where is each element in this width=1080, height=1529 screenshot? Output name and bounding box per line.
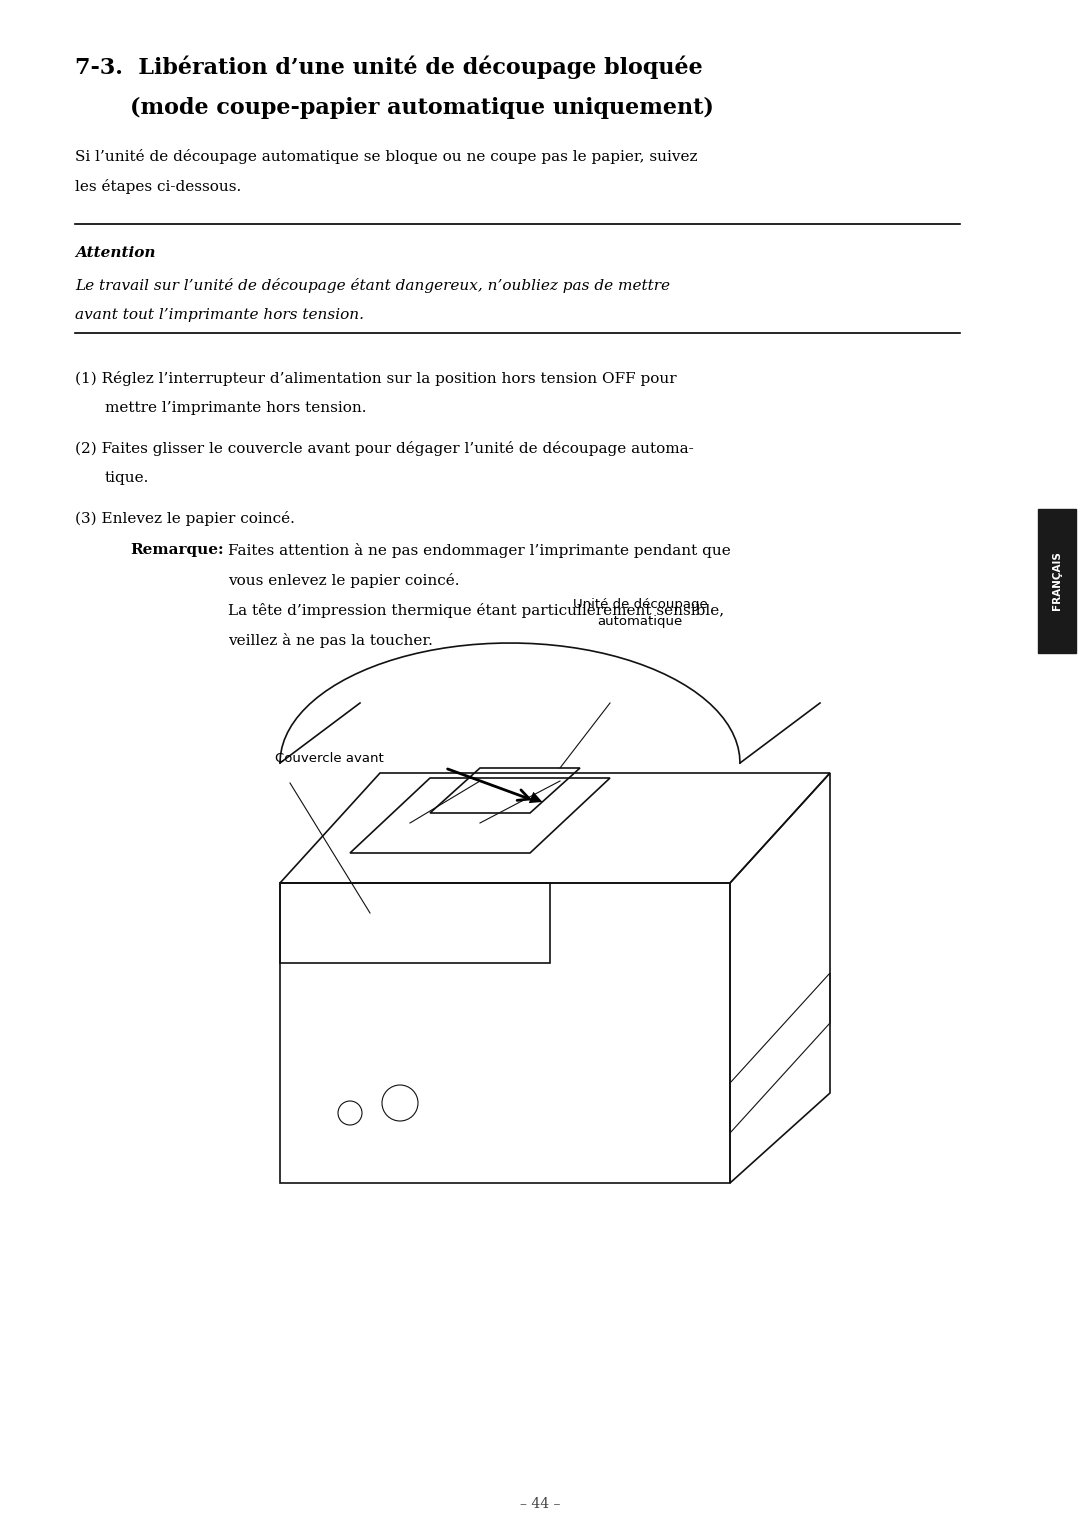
Text: les étapes ci-dessous.: les étapes ci-dessous. (75, 179, 241, 194)
Text: mettre l’imprimante hors tension.: mettre l’imprimante hors tension. (105, 401, 366, 414)
Text: Unité de découpage
automatique: Unité de découpage automatique (572, 598, 707, 628)
FancyBboxPatch shape (1038, 509, 1076, 653)
Text: Couvercle avant: Couvercle avant (275, 751, 383, 764)
Text: avant tout l’imprimante hors tension.: avant tout l’imprimante hors tension. (75, 307, 364, 323)
Text: (3) Enlevez le papier coincé.: (3) Enlevez le papier coincé. (75, 511, 295, 526)
Text: FRANÇAIS: FRANÇAIS (1052, 552, 1062, 610)
Text: tique.: tique. (105, 471, 149, 485)
Text: (mode coupe-papier automatique uniquement): (mode coupe-papier automatique uniquemen… (130, 96, 714, 119)
Text: – 44 –: – 44 – (519, 1497, 561, 1511)
Text: La tête d’impression thermique étant particulièrement sensible,: La tête d’impression thermique étant par… (228, 602, 724, 618)
Text: vous enlevez le papier coincé.: vous enlevez le papier coincé. (228, 573, 459, 589)
Text: Attention: Attention (75, 246, 156, 260)
Text: 7-3.  Libération d’une unité de découpage bloquée: 7-3. Libération d’une unité de découpage… (75, 55, 703, 78)
Text: (1) Réglez l’interrupteur d’alimentation sur la position hors tension OFF pour: (1) Réglez l’interrupteur d’alimentation… (75, 372, 677, 385)
Text: (2) Faites glisser le couvercle avant pour dégager l’unité de découpage automa-: (2) Faites glisser le couvercle avant po… (75, 440, 693, 456)
Text: Le travail sur l’unité de découpage étant dangereux, n’oubliez pas de mettre: Le travail sur l’unité de découpage étan… (75, 278, 670, 294)
Text: veillez à ne pas la toucher.: veillez à ne pas la toucher. (228, 633, 433, 648)
Text: Remarque:: Remarque: (130, 543, 224, 557)
Text: Faites attention à ne pas endommager l’imprimante pendant que: Faites attention à ne pas endommager l’i… (228, 543, 731, 558)
Text: Si l’unité de découpage automatique se bloque ou ne coupe pas le papier, suivez: Si l’unité de découpage automatique se b… (75, 148, 698, 164)
